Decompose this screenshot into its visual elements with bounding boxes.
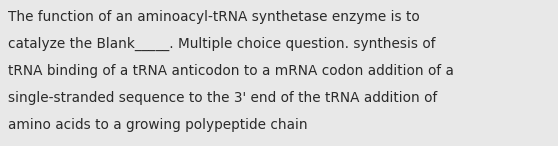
Text: tRNA binding of a tRNA anticodon to a mRNA codon addition of a: tRNA binding of a tRNA anticodon to a mR… — [8, 64, 454, 78]
Text: catalyze the Blank_____. Multiple choice question. synthesis of: catalyze the Blank_____. Multiple choice… — [8, 37, 436, 51]
Text: The function of an aminoacyl-tRNA synthetase enzyme is to: The function of an aminoacyl-tRNA synthe… — [8, 10, 420, 24]
Text: amino acids to a growing polypeptide chain: amino acids to a growing polypeptide cha… — [8, 118, 308, 132]
Text: single-stranded sequence to the 3' end of the tRNA addition of: single-stranded sequence to the 3' end o… — [8, 91, 437, 105]
